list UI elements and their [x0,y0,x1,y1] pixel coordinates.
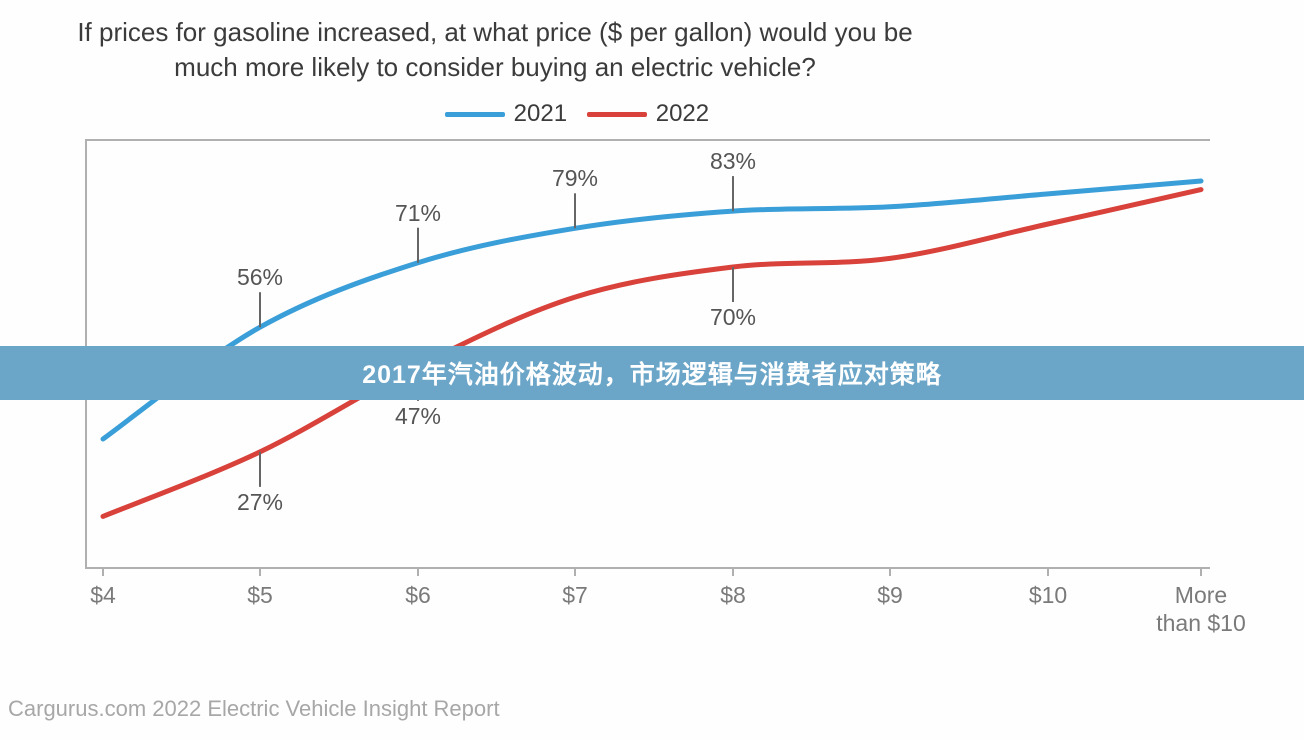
legend-swatch-2022 [587,112,647,117]
x-tick-label: $9 [877,582,903,610]
overlay-banner-text: 2017年汽油价格波动，市场逻辑与消费者应对策略 [362,355,942,391]
x-tick-label: $10 [1029,582,1067,610]
x-tick-label: $5 [247,582,273,610]
data-label: 27% [237,489,283,516]
x-tick-label: $7 [562,582,588,610]
data-label: 47% [395,403,441,430]
data-label: 70% [710,304,756,331]
data-label: 56% [237,264,283,291]
source-attribution: Cargurus.com 2022 Electric Vehicle Insig… [8,696,500,722]
overlay-banner: 2017年汽油价格波动，市场逻辑与消费者应对策略 [0,346,1304,400]
legend-item-2022: 2022 [587,100,709,128]
legend-swatch-2021 [445,112,505,117]
x-tick-label: Morethan $10 [1156,582,1246,637]
x-tick-label: $6 [405,582,431,610]
legend-label-2022: 2022 [656,100,709,127]
chart-legend: 2021 2022 [445,100,709,128]
data-label: 83% [710,148,756,175]
legend-label-2021: 2021 [514,100,567,127]
data-label: 71% [395,200,441,227]
x-tick-label: $8 [720,582,746,610]
x-tick-label: $4 [90,582,116,610]
series-line-2021 [103,181,1201,439]
chart-title: If prices for gasoline increased, at wha… [70,15,920,85]
data-label: 79% [552,165,598,192]
legend-item-2021: 2021 [445,100,567,128]
